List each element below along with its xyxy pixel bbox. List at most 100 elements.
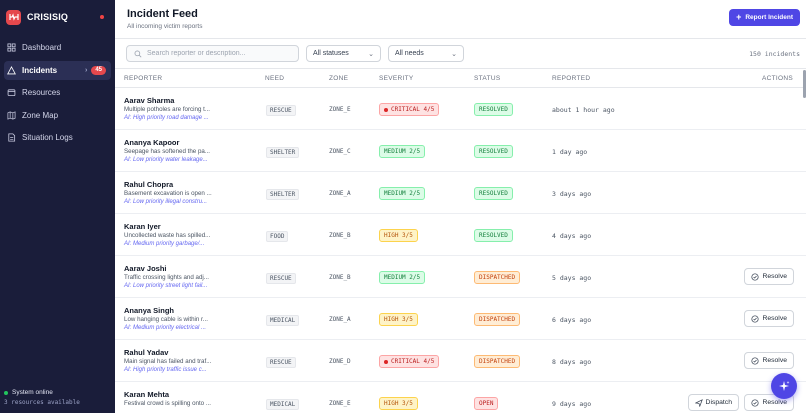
incidents-count-badge: 45	[91, 65, 106, 75]
resolve-button[interactable]: Resolve	[744, 352, 794, 369]
dashboard-icon	[7, 43, 16, 52]
critical-dot-icon	[384, 107, 388, 112]
table-row[interactable]: Ananya Kapoor Seepage has softened the pa…	[115, 130, 806, 172]
need-tag: RESCUE	[266, 273, 296, 284]
table-row[interactable]: Rahul Chopra Basement excavation is open …	[115, 172, 806, 214]
severity-badge: CRITICAL 4/5	[379, 103, 440, 116]
severity-label: CRITICAL 4/5	[391, 358, 435, 365]
ai-summary: AI: Medium priority electrical ...	[124, 325, 207, 331]
sidebar: CRISISIQ Dashboard Incidents › 45 Resour…	[0, 0, 115, 413]
need-tag: FOOD	[266, 231, 289, 242]
crisisiq-logo-icon	[6, 9, 21, 25]
search-input[interactable]	[147, 50, 297, 57]
severity-badge: HIGH 3/5	[379, 313, 418, 326]
severity-badge: HIGH 3/5	[379, 397, 418, 410]
need-filter-value: All needs	[395, 50, 424, 57]
reported-time: 9 days ago	[552, 400, 592, 408]
page-title: Incident Feed	[127, 8, 198, 20]
column-header-reported: REPORTED	[552, 75, 591, 82]
incident-table-body: Aarav Sharma Multiple potholes are forcin…	[115, 88, 806, 413]
ai-summary: AI: Low priority water leakage...	[124, 157, 208, 163]
zone-value: ZONE_B	[329, 274, 351, 281]
zone-value: ZONE_D	[329, 358, 351, 365]
resources-available-text: 3 resources available	[4, 399, 80, 406]
status-filter-value: All statuses	[313, 50, 349, 57]
sidebar-item-label: Zone Map	[22, 110, 59, 120]
need-tag: MEDICAL	[266, 315, 300, 326]
sidebar-item-zone-map[interactable]: Zone Map	[4, 106, 111, 125]
chevron-down-icon: ⌄	[451, 50, 457, 58]
dispatch-button[interactable]: Dispatch	[687, 394, 739, 411]
table-row[interactable]: Ananya Singh Low hanging cable is within …	[115, 298, 806, 340]
plus-icon: +	[736, 12, 742, 22]
table-row[interactable]: Rahul Yadav Main signal has failed and tr…	[115, 340, 806, 382]
status-badge: DISPATCHED	[474, 355, 521, 368]
need-tag: RESCUE	[266, 105, 296, 116]
sidebar-nav: Dashboard Incidents › 45 Resources Zone …	[0, 38, 115, 147]
brand-name: CRISISIQ	[27, 12, 69, 22]
check-circle-icon	[751, 314, 759, 323]
file-text-icon	[7, 133, 16, 142]
table-row[interactable]: Aarav Sharma Multiple potholes are forcin…	[115, 88, 806, 130]
column-header-status: STATUS	[474, 75, 501, 82]
incident-description: Festival crowd is spilling onto ...	[124, 400, 212, 407]
incident-count: 150 incidents	[749, 50, 800, 58]
report-incident-button[interactable]: + Report Incident	[729, 9, 800, 26]
resolve-button[interactable]: Resolve	[744, 310, 794, 327]
need-tag: RESCUE	[266, 357, 296, 368]
resolve-label: Resolve	[762, 273, 787, 280]
chevron-right-icon: ›	[84, 66, 88, 74]
severity-label: CRITICAL 4/5	[391, 106, 435, 113]
status-filter-select[interactable]: All statuses ⌄	[306, 45, 381, 62]
system-status: System online 3 resources available	[4, 389, 80, 406]
severity-badge: MEDIUM 2/5	[379, 145, 426, 158]
need-filter-select[interactable]: All needs ⌄	[388, 45, 464, 62]
severity-label: HIGH 3/5	[384, 316, 413, 323]
report-incident-label: Report Incident	[745, 14, 793, 21]
search-icon	[134, 50, 142, 57]
box-icon	[7, 88, 16, 97]
severity-label: MEDIUM 2/5	[384, 274, 421, 281]
ai-summary: AI: High priority traffic issue c...	[124, 367, 207, 373]
search-box[interactable]	[126, 45, 299, 62]
scrollbar[interactable]	[803, 70, 806, 98]
reported-time: 6 days ago	[552, 316, 592, 324]
online-dot-icon	[4, 390, 8, 395]
incident-description: Traffic crossing lights and adj...	[124, 274, 209, 281]
sidebar-item-resources[interactable]: Resources	[4, 83, 111, 102]
sidebar-item-dashboard[interactable]: Dashboard	[4, 38, 111, 57]
table-row[interactable]: Karan Mehta Festival crowd is spilling on…	[115, 382, 806, 413]
column-header-reporter: REPORTER	[124, 75, 163, 82]
status-badge: RESOLVED	[474, 145, 513, 158]
reporter-name: Karan Mehta	[124, 390, 170, 399]
column-header-severity: SEVERITY	[379, 75, 414, 82]
status-badge: OPEN	[474, 397, 499, 410]
severity-label: HIGH 3/5	[384, 400, 413, 407]
status-badge: DISPATCHED	[474, 313, 521, 326]
resolve-button[interactable]: Resolve	[744, 268, 794, 285]
status-badge: RESOLVED	[474, 229, 513, 242]
sidebar-item-label: Situation Logs	[22, 133, 73, 142]
table-row[interactable]: Aarav Joshi Traffic crossing lights and a…	[115, 256, 806, 298]
table-row[interactable]: Karan Iyer Uncollected waste has spilled.…	[115, 214, 806, 256]
zone-value: ZONE_A	[329, 316, 351, 323]
incident-description: Main signal has failed and traf...	[124, 358, 212, 365]
status-badge: RESOLVED	[474, 103, 513, 116]
reported-time: 3 days ago	[552, 190, 592, 198]
zone-value: ZONE_E	[329, 400, 351, 407]
status-badge: DISPATCHED	[474, 271, 521, 284]
table-header: REPORTER NEED ZONE SEVERITY STATUS REPOR…	[115, 69, 806, 88]
check-circle-icon	[751, 398, 759, 407]
need-tag: SHELTER	[266, 189, 300, 200]
check-circle-icon	[751, 356, 759, 365]
sidebar-item-label: Incidents	[22, 65, 58, 75]
sidebar-item-incidents[interactable]: Incidents › 45	[4, 60, 111, 80]
ai-summary: AI: Low priority street light fail...	[124, 283, 208, 289]
ai-assistant-button[interactable]	[771, 373, 797, 399]
severity-badge: MEDIUM 2/5	[379, 187, 426, 200]
incident-description: Low hanging cable is within r...	[124, 316, 208, 323]
sidebar-item-situation-logs[interactable]: Situation Logs	[4, 128, 111, 147]
reporter-name: Rahul Chopra	[124, 180, 174, 189]
send-icon	[694, 398, 703, 407]
severity-badge: MEDIUM 2/5	[379, 271, 426, 284]
